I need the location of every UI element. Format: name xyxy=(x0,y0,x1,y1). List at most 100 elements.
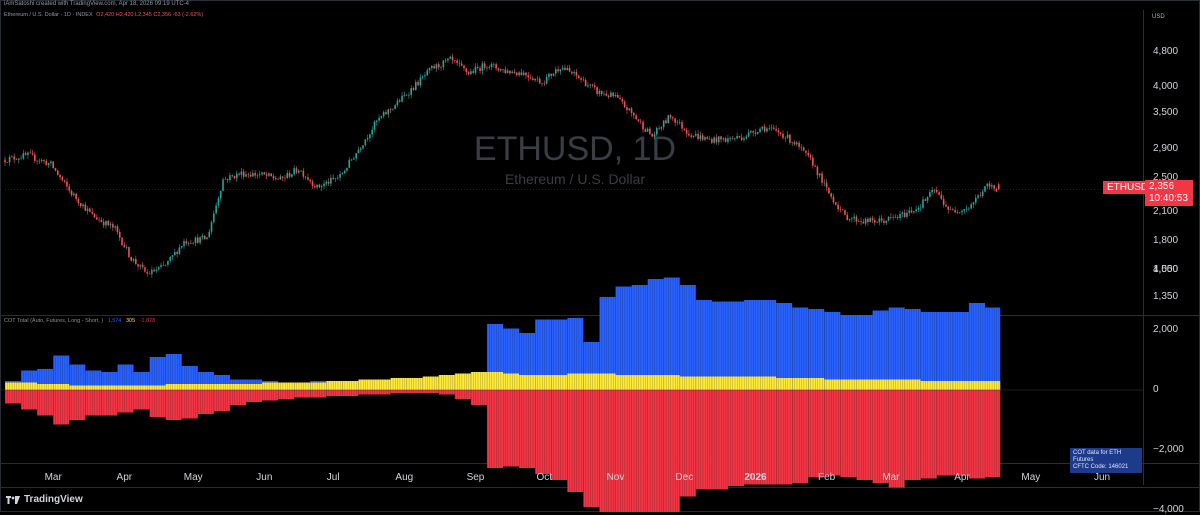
candle-body xyxy=(770,127,773,129)
candle-body xyxy=(518,72,520,76)
candle-body xyxy=(789,134,791,143)
candle-body xyxy=(34,154,36,161)
candle-body xyxy=(756,132,759,134)
candle-body xyxy=(162,264,165,266)
candle-body xyxy=(314,186,316,188)
cot-short-bar xyxy=(936,390,953,476)
candle-body xyxy=(249,174,252,177)
candle-body xyxy=(405,94,408,96)
cot-long-bar xyxy=(551,319,568,390)
cot-long-bar xyxy=(743,300,761,390)
candle-body xyxy=(476,66,479,68)
candle-body xyxy=(316,184,318,188)
cot-legend[interactable]: COT Total (Auto, Futures, Long - Short, … xyxy=(4,318,155,324)
cot-short-bar xyxy=(422,390,439,393)
candle-body xyxy=(938,192,940,195)
candle-body xyxy=(952,209,954,211)
candle-body xyxy=(603,93,605,95)
candle-body xyxy=(935,190,938,193)
candle-body xyxy=(899,213,901,218)
candle-body xyxy=(132,259,135,261)
candle-body xyxy=(435,64,438,69)
candle-body xyxy=(947,206,950,210)
candle-body xyxy=(210,222,213,232)
candle-body xyxy=(419,77,422,86)
candle-body xyxy=(256,175,259,176)
candle-body xyxy=(470,71,472,75)
candle-body xyxy=(96,217,98,220)
cot-short-bar xyxy=(438,390,455,395)
cot-net-bar xyxy=(840,379,857,390)
candle-body xyxy=(763,126,766,132)
cot-short-bar xyxy=(727,390,744,486)
candle-body xyxy=(667,115,670,124)
candle-body xyxy=(148,273,151,275)
cot-net-bar xyxy=(679,376,696,390)
candle-body xyxy=(362,145,364,149)
candle-body xyxy=(233,175,236,179)
candle-body xyxy=(678,122,681,123)
price-tick-label: 4,000 xyxy=(1153,81,1179,93)
candle-body xyxy=(38,160,41,162)
price-tick-label: 1,350 xyxy=(1153,291,1179,303)
cot-long-bar xyxy=(808,309,825,390)
cot-net-bar xyxy=(776,378,793,390)
cot-short-bar xyxy=(310,390,327,398)
cot-net-bar xyxy=(85,385,102,390)
candle-body xyxy=(479,67,481,71)
symbol-legend-ohlc: O2,420 H2,420 L2,345 C2,356 -63 (-2.62%) xyxy=(96,12,204,18)
cot-net-bar xyxy=(470,372,487,390)
candle-body xyxy=(307,177,309,180)
cot-net-bar xyxy=(21,382,38,390)
candle-body xyxy=(206,237,208,240)
candle-body xyxy=(869,218,872,223)
candle-body xyxy=(369,134,371,139)
candle-body xyxy=(963,209,966,211)
cot-net-bar xyxy=(374,379,391,390)
candle-body xyxy=(653,134,656,137)
time-tick-label: Nov xyxy=(606,472,625,483)
candle-body xyxy=(777,130,780,133)
cot-long-bar xyxy=(663,277,680,390)
tradingview-brand[interactable]: TradingView xyxy=(6,494,83,505)
candle-body xyxy=(773,127,775,129)
candle-body xyxy=(970,204,972,209)
candle-body xyxy=(403,94,406,96)
cot-net-bar xyxy=(760,376,777,390)
candle-body xyxy=(862,221,865,224)
candle-body xyxy=(956,212,959,213)
candle-body xyxy=(444,60,447,61)
candle-body xyxy=(247,174,250,175)
candle-body xyxy=(458,63,461,64)
currency-label[interactable]: USD xyxy=(1152,14,1165,20)
candle-body xyxy=(841,209,844,211)
candle-body xyxy=(575,72,578,76)
cot-net-bar xyxy=(711,376,728,390)
candle-body xyxy=(839,209,842,210)
candle-body xyxy=(118,232,121,238)
candle-body xyxy=(812,157,814,166)
time-tick-label: Apr xyxy=(116,472,133,483)
cot-info-line2: CFTC Code: 146021 xyxy=(1073,464,1129,470)
candle-body xyxy=(392,108,394,110)
symbol-legend[interactable]: Ethereum / U.S. Dollar · 1D · INDEX O2,4… xyxy=(4,12,203,18)
cot-net-bar xyxy=(342,381,359,390)
candle-body xyxy=(327,181,330,184)
candle-body xyxy=(929,192,931,198)
cot-net-bar xyxy=(872,379,889,390)
candle-body xyxy=(27,152,29,155)
cot-net-bar xyxy=(824,379,841,390)
time-tick-label: Mar xyxy=(44,472,62,483)
time-tick-label: Jul xyxy=(326,472,340,483)
candle-body xyxy=(238,173,240,175)
candle-body xyxy=(222,179,224,191)
candle-body xyxy=(568,67,571,72)
cot-short-bar xyxy=(904,390,921,480)
candle-body xyxy=(493,63,495,65)
candle-body xyxy=(995,188,998,192)
cot-net-bar xyxy=(358,379,375,390)
cot-net-bar xyxy=(53,384,70,390)
candle-body xyxy=(968,208,970,210)
symbol-legend-title: Ethereum / U.S. Dollar · 1D · INDEX xyxy=(4,12,93,18)
